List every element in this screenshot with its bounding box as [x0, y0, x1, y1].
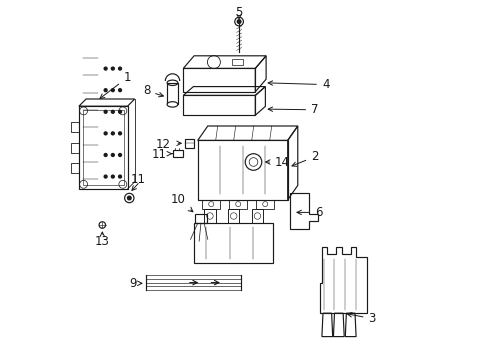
Circle shape [111, 175, 114, 178]
Circle shape [119, 175, 121, 178]
Circle shape [104, 89, 107, 92]
Text: 6: 6 [296, 206, 322, 219]
Text: 14: 14 [265, 156, 289, 168]
Circle shape [127, 196, 131, 200]
Circle shape [104, 154, 107, 157]
Text: 7: 7 [267, 103, 318, 116]
Text: 4: 4 [267, 78, 329, 91]
Circle shape [237, 20, 241, 23]
Text: 1: 1 [100, 71, 131, 98]
Text: 2: 2 [291, 150, 318, 166]
Text: 8: 8 [142, 84, 163, 97]
Text: 12: 12 [155, 138, 170, 150]
Text: 10: 10 [171, 193, 193, 212]
Circle shape [119, 154, 121, 157]
Circle shape [104, 132, 107, 135]
Circle shape [111, 132, 114, 135]
Circle shape [104, 175, 107, 178]
Ellipse shape [167, 102, 178, 107]
Circle shape [119, 111, 121, 113]
Circle shape [119, 132, 121, 135]
Text: 13: 13 [95, 235, 109, 248]
Text: 3: 3 [346, 312, 375, 325]
Circle shape [119, 67, 121, 70]
Circle shape [111, 111, 114, 113]
Circle shape [111, 154, 114, 157]
Circle shape [119, 89, 121, 92]
Circle shape [104, 111, 107, 113]
Circle shape [104, 67, 107, 70]
Circle shape [111, 67, 114, 70]
Circle shape [111, 89, 114, 92]
Text: 11: 11 [130, 173, 145, 186]
Text: 9: 9 [129, 277, 136, 290]
Text: 11: 11 [152, 148, 167, 161]
Text: 5: 5 [235, 6, 242, 19]
